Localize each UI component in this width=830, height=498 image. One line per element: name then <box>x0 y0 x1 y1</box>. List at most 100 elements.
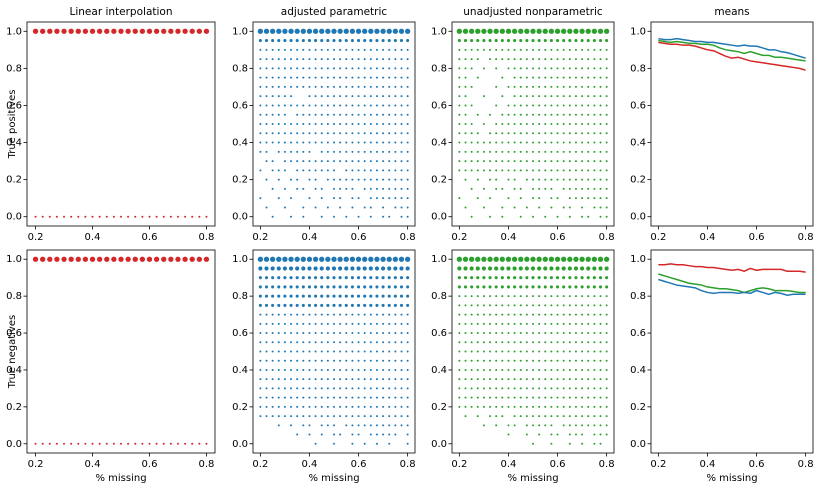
dot <box>351 76 354 79</box>
dot <box>351 150 354 153</box>
dot <box>271 405 274 408</box>
dot <box>464 123 467 125</box>
dot <box>375 169 378 172</box>
dot <box>326 58 329 61</box>
dot <box>351 378 354 381</box>
dot <box>581 123 584 125</box>
dot <box>263 28 270 34</box>
dot <box>507 104 510 107</box>
dot <box>189 28 195 34</box>
dot <box>556 76 559 79</box>
dot <box>271 187 274 190</box>
dot <box>369 313 372 316</box>
dot <box>320 85 323 88</box>
dot <box>542 28 548 34</box>
dot <box>495 415 498 418</box>
y-tick-label: 0.2 <box>6 175 22 186</box>
dot <box>351 169 354 172</box>
dot <box>283 67 286 70</box>
dot <box>525 160 528 163</box>
dot <box>283 322 286 325</box>
dot <box>141 442 144 445</box>
dot <box>538 132 541 135</box>
dot <box>388 313 391 316</box>
dot <box>500 276 504 280</box>
dot <box>406 387 409 390</box>
dot <box>495 104 498 107</box>
dot <box>283 341 286 344</box>
axes-frame <box>650 249 814 454</box>
x-tick-label: 0.4 <box>700 232 716 243</box>
subplot-title: unadjusted nonparametric <box>463 6 603 18</box>
dot <box>519 276 523 280</box>
dot <box>393 303 397 307</box>
dot <box>191 442 194 445</box>
dot <box>406 215 409 218</box>
dot <box>265 58 268 61</box>
dot <box>394 76 397 79</box>
dot <box>464 415 467 418</box>
dot <box>458 295 461 298</box>
dot <box>532 95 534 98</box>
dot <box>271 276 275 280</box>
dot <box>525 341 528 344</box>
dot <box>184 215 187 218</box>
y-tick-label: 0.8 <box>431 291 447 302</box>
dot <box>271 141 274 144</box>
dot <box>357 141 360 144</box>
dot <box>320 123 323 125</box>
dot <box>203 28 210 34</box>
dot <box>550 322 553 325</box>
dot <box>344 276 348 280</box>
dot <box>519 295 522 298</box>
dot <box>544 58 547 61</box>
dot <box>538 387 541 390</box>
dot <box>68 256 74 262</box>
dot <box>561 256 567 262</box>
dot <box>556 396 559 399</box>
dot <box>392 28 399 34</box>
dot <box>550 123 553 125</box>
subplot-title: adjusted parametric <box>281 6 388 18</box>
dot <box>457 266 462 271</box>
dot <box>271 104 274 107</box>
dot <box>562 85 565 88</box>
dot <box>259 322 262 325</box>
dot <box>400 123 403 125</box>
dot <box>259 368 262 371</box>
dot <box>587 187 590 190</box>
dot <box>388 160 391 163</box>
dot <box>388 104 391 107</box>
dot <box>593 58 596 61</box>
dot <box>302 424 305 427</box>
dot <box>489 304 492 307</box>
dot <box>375 341 378 344</box>
dot <box>581 415 584 418</box>
dot <box>605 368 608 371</box>
dot <box>482 150 485 153</box>
dot <box>476 332 479 335</box>
dot <box>482 304 485 307</box>
dot <box>189 256 195 262</box>
dot <box>574 85 577 88</box>
dot <box>392 256 399 262</box>
dot <box>470 38 474 43</box>
dot <box>258 276 262 280</box>
dot <box>345 387 348 390</box>
dot <box>264 266 269 271</box>
dot <box>556 104 559 107</box>
dot <box>369 150 372 153</box>
dot <box>382 141 385 144</box>
dot <box>375 150 378 153</box>
dot <box>326 104 329 107</box>
dot <box>556 359 559 362</box>
dot <box>574 405 577 408</box>
dot <box>525 285 529 289</box>
dot <box>574 58 577 61</box>
dot <box>271 76 274 79</box>
dot <box>505 28 512 34</box>
y-tick-label: 0.6 <box>6 328 22 339</box>
dot <box>326 332 329 335</box>
dot <box>556 85 559 88</box>
dot <box>574 178 577 181</box>
